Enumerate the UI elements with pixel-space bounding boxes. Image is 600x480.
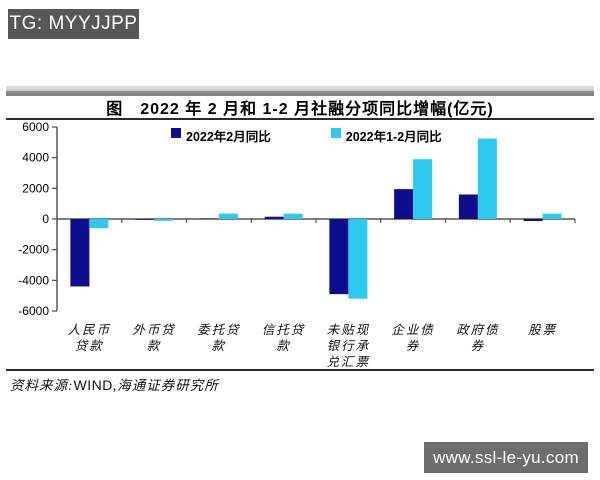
bar: [218, 213, 238, 219]
source-line: 资料来源:WIND,海通证券研究所: [10, 374, 219, 394]
bar: [264, 216, 284, 219]
legend-label: 2022年2月同比: [186, 130, 271, 144]
bar: [477, 138, 497, 219]
bar-chart-plot: 6000 4000 2000 0 -2000 -4000 -6000: [18, 120, 576, 318]
watermark-url: www.ssl-le-yu.com: [424, 442, 588, 473]
bar: [394, 189, 414, 219]
legend-label: 2022年1-2月同比: [345, 130, 442, 144]
bar: [542, 213, 562, 219]
bar: [199, 218, 219, 219]
y-axis-tick-label: 4000: [22, 151, 49, 165]
bar: [413, 159, 433, 219]
y-axis-tick-label: -2000: [18, 243, 49, 257]
source-org: 海通证券研究所: [117, 378, 219, 393]
y-axis-tick-label: -4000: [18, 273, 49, 287]
bar: [329, 219, 349, 295]
bar: [89, 219, 109, 229]
chart-legend: 2022年2月同比 2022年1-2月同比: [171, 126, 442, 145]
top-rule: [6, 86, 594, 96]
chart-title: 图 2022 年 2 月和 1-2 月社融分项同比增幅(亿元): [106, 101, 494, 118]
y-axis-tick-label: -6000: [18, 304, 49, 318]
bar: [135, 219, 155, 220]
legend-swatch-icon: [330, 128, 341, 138]
y-axis-tick-label: 6000: [22, 120, 49, 134]
bar: [283, 213, 303, 219]
y-axis-tick-label: 0: [42, 212, 49, 226]
telegram-badge: TG: MYYJJPP: [8, 9, 139, 39]
bar: [523, 219, 543, 221]
bar: [458, 194, 478, 219]
y-axis-tick-label: 2000: [22, 181, 49, 195]
title-divider: [6, 118, 594, 120]
source-separator: ,: [112, 378, 118, 393]
legend-item: 2022年1-2月同比: [330, 126, 442, 145]
legend-item: 2022年2月同比: [171, 126, 271, 145]
bar: [70, 219, 90, 287]
bar: [348, 219, 368, 299]
bar: [154, 219, 174, 221]
legend-swatch-icon: [171, 128, 181, 138]
source-prefix: 资料来源:: [10, 378, 74, 393]
source-divider: [6, 369, 594, 371]
source-vendor: WIND: [73, 377, 113, 393]
